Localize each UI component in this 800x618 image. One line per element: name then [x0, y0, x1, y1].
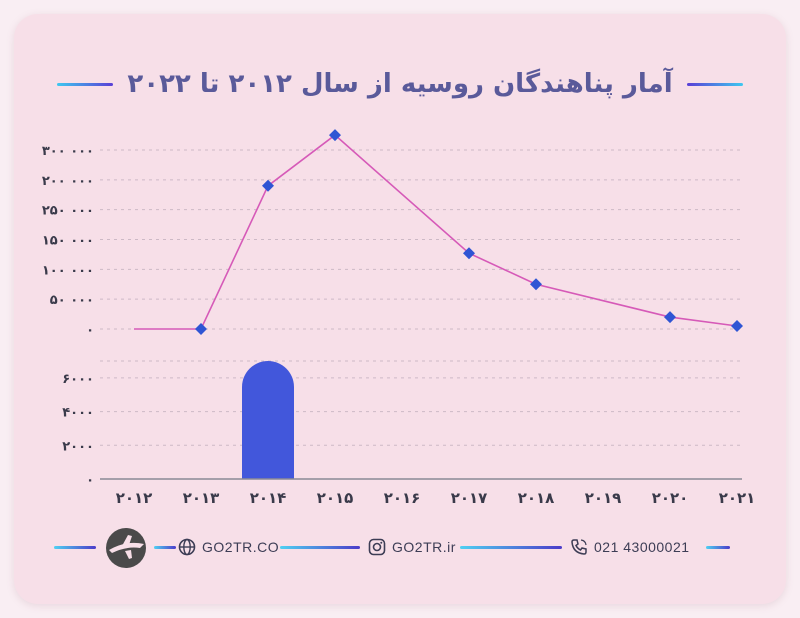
chart-title: آمار پناهندگان روسیه از سال ۲۰۱۲ تا ۲۰۲۲: [127, 69, 673, 99]
y-tick-label-top: ۰: [86, 323, 94, 338]
instagram-link[interactable]: GO2TR.ir: [368, 536, 456, 558]
x-tick-labels: ۲۰۱۲ ۲۰۱۳ ۲۰۱۴ ۲۰۱۵ ۲۰۱۶ ۲۰۱۷ ۲۰۱۸ ۲۰۱۹ ۲۰۲۰ ۲۰۲۱: [116, 489, 756, 507]
x-tick-label: ۲۰۲۱: [719, 489, 756, 507]
y-tick-label-top: ۱۰۰ ۰۰۰: [42, 263, 94, 278]
bar-2014: [242, 361, 294, 479]
x-tick-label: ۲۰۱۹: [585, 489, 622, 507]
title-decor-right: [686, 82, 743, 86]
marker-2014: [262, 179, 274, 192]
footer: GO2TR.CO GO2TR.ir 021 43000021: [0, 522, 800, 572]
x-tick-label: ۲۰۱۲: [116, 489, 153, 507]
footer-decor-4: [460, 546, 562, 549]
chart-card: [14, 14, 786, 604]
footer-decor-1: [54, 546, 96, 549]
y-axis-bottom: ۰ ۲۰۰۰ ۴۰۰۰ ۶۰۰۰: [62, 372, 94, 488]
title-decor-left: [57, 82, 114, 86]
x-tick-label: ۲۰۱۸: [518, 489, 555, 507]
phone-icon: [571, 539, 587, 555]
y-tick-label-top: ۲۵۰ ۰۰۰: [42, 204, 94, 219]
instagram-icon: [368, 538, 386, 556]
y-tick-label-bottom: ۲۰۰۰: [62, 439, 94, 454]
footer-decor-3: [280, 546, 360, 549]
title-row: آمار پناهندگان روسیه از سال ۲۰۱۲ تا ۲۰۲۲: [0, 62, 800, 106]
phone-text: 021 43000021: [594, 539, 690, 555]
line-path: [134, 134, 738, 330]
footer-decor-2: [154, 546, 176, 549]
x-tick-label: ۲۰۱۵: [317, 489, 354, 507]
line-series: [134, 134, 738, 330]
footer-decor-5: [706, 546, 730, 549]
grid-lines: [100, 149, 742, 446]
x-tick-label: ۲۰۱۴: [250, 489, 287, 507]
y-tick-label-top: ۱۵۰ ۰۰۰: [42, 234, 94, 249]
x-tick-label: ۲۰۲۰: [652, 489, 689, 507]
y-tick-label-bottom: ۰: [86, 473, 94, 488]
y-tick-label-top: ۳۰۰ ۰۰۰: [42, 144, 94, 159]
globe-icon: [178, 538, 196, 556]
y-tick-label-bottom: ۶۰۰۰: [62, 372, 94, 387]
instagram-text: GO2TR.ir: [392, 539, 456, 555]
marker-2018: [530, 278, 542, 291]
y-tick-label-bottom: ۴۰۰۰: [62, 406, 94, 421]
y-axis-top: ۰ ۵۰ ۰۰۰ ۱۰۰ ۰۰۰ ۱۵۰ ۰۰۰ ۲۵۰ ۰۰۰ ۲۰۰ ۰۰۰ ۳۰۰ ۰…: [42, 144, 94, 338]
y-tick-label-top: ۵۰ ۰۰۰: [50, 293, 94, 308]
marker-2017: [463, 247, 475, 260]
airplane-logo-icon: [106, 528, 146, 568]
bar-series: [242, 361, 294, 479]
x-tick-label: ۲۰۱۷: [451, 489, 488, 507]
marker-2013: [195, 323, 207, 335]
website-text: GO2TR.CO: [202, 539, 280, 555]
phone-link[interactable]: 021 43000021: [570, 536, 690, 558]
marker-2020: [664, 311, 676, 324]
markers: [195, 129, 743, 335]
x-tick-label: ۲۰۱۶: [384, 489, 421, 507]
x-tick-label: ۲۰۱۳: [183, 489, 220, 507]
y-tick-label-top: ۲۰۰ ۰۰۰: [42, 174, 94, 189]
website-link[interactable]: GO2TR.CO: [178, 536, 279, 558]
marker-2021: [731, 320, 743, 333]
marker-2015: [329, 129, 341, 142]
